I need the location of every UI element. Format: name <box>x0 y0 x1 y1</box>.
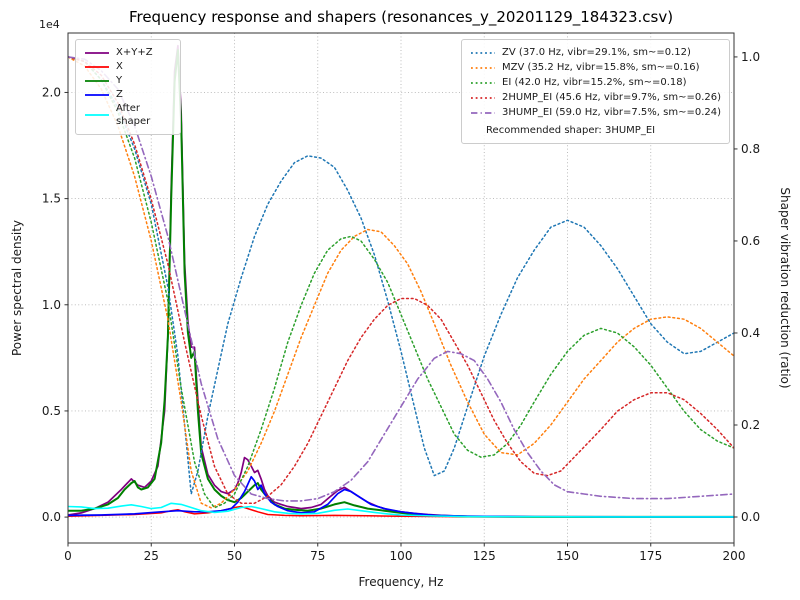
series-ei <box>68 56 734 509</box>
y-left-tick-label: 0.5 <box>42 404 61 418</box>
y-right-tick-label: 0.6 <box>741 234 760 248</box>
y-right-tick-label: 0.2 <box>741 418 760 432</box>
x-tick-label: 150 <box>556 549 579 563</box>
chart-title: Frequency response and shapers (resonanc… <box>128 8 674 26</box>
legend-label: Y <box>116 75 123 86</box>
legend-line-swatch <box>85 65 109 68</box>
legend-line-swatch <box>85 93 109 96</box>
x-tick-label: 0 <box>64 549 72 563</box>
legend-line-swatch <box>85 114 109 116</box>
legend-label: X+Y+Z <box>116 47 153 58</box>
y-left-tick-label: 0.0 <box>42 510 61 524</box>
y-left-tick-label: 1.0 <box>42 298 61 312</box>
legend-label: 3HUMP_EI (59.0 Hz, vibr=7.5%, sm~=0.24) <box>502 107 721 118</box>
legend-label: MZV (35.2 Hz, vibr=15.8%, sm~=0.16) <box>502 62 700 73</box>
legend-item-zv-37-0-hz-vibr-29-1-sm-0-12: ZV (37.0 Hz, vibr=29.1%, sm~=0.12) <box>470 46 721 60</box>
x-axis-label: Frequency, Hz <box>358 575 444 589</box>
x-tick-label: 25 <box>144 549 159 563</box>
legend-line-swatch <box>471 52 496 54</box>
x-tick-label: 50 <box>227 549 242 563</box>
y-left-tick-label: 2.0 <box>42 85 61 99</box>
legend-line-swatch <box>471 82 496 84</box>
legend-item-x-y-z: X+Y+Z <box>84 46 172 59</box>
series-3hump-ei <box>68 56 734 502</box>
legend-line-swatch <box>85 51 109 54</box>
y-right-tick-label: 1.0 <box>741 50 760 64</box>
legend-item-3hump-ei-59-0-hz-vibr-7-5-sm-0-24: 3HUMP_EI (59.0 Hz, vibr=7.5%, sm~=0.24) <box>470 106 721 120</box>
series-after-shaper <box>68 502 734 518</box>
series-z <box>68 475 734 518</box>
y-axis-label-left: Power spectral density <box>10 219 24 357</box>
x-tick-label: 200 <box>723 549 746 563</box>
legend-psd: X+Y+Z X Y Z After shaper <box>75 39 181 135</box>
y-axis-label-right: Shaper vibration reduction (ratio) <box>778 187 792 389</box>
legend-shapers: ZV (37.0 Hz, vibr=29.1%, sm~=0.12) MZV (3… <box>461 39 730 144</box>
legend-item-y: Y <box>84 74 172 87</box>
legend-line-swatch <box>85 79 109 82</box>
legend-line-swatch <box>471 112 496 114</box>
legend-label: Z <box>116 89 123 100</box>
legend-label: 2HUMP_EI (45.6 Hz, vibr=9.7%, sm~=0.26) <box>502 92 721 103</box>
series-y <box>68 49 734 518</box>
series-mzv <box>68 56 734 509</box>
legend-label: X <box>116 61 123 72</box>
legend-item-z: Z <box>84 88 172 101</box>
x-tick-label: 175 <box>639 549 662 563</box>
legend-item-mzv-35-2-hz-vibr-15-8-sm-0-16: MZV (35.2 Hz, vibr=15.8%, sm~=0.16) <box>470 61 721 75</box>
legend-item-2hump-ei-45-6-hz-vibr-9-7-sm-0-26: 2HUMP_EI (45.6 Hz, vibr=9.7%, sm~=0.26) <box>470 91 721 105</box>
y-axis-scale-offset-label: 1e4 <box>39 18 60 31</box>
y-right-tick-label: 0.0 <box>741 510 760 524</box>
x-tick-label: 100 <box>390 549 413 563</box>
x-tick-label: 75 <box>310 549 325 563</box>
legend-item-ei-42-0-hz-vibr-15-2-sm-0-18: EI (42.0 Hz, vibr=15.2%, sm~=0.18) <box>470 76 721 90</box>
legend-label: After shaper <box>116 103 151 127</box>
series-2hump-ei <box>68 56 734 504</box>
x-tick-label: 125 <box>473 549 496 563</box>
legend-item-after-shaper: After shaper <box>84 102 172 128</box>
legend-label: EI (42.0 Hz, vibr=15.2%, sm~=0.18) <box>502 77 687 88</box>
legend-label: ZV (37.0 Hz, vibr=29.1%, sm~=0.12) <box>502 47 691 58</box>
legend-line-swatch <box>471 67 496 69</box>
y-right-tick-label: 0.8 <box>741 142 760 156</box>
legend-shapers-entries: ZV (37.0 Hz, vibr=29.1%, sm~=0.12) MZV (3… <box>470 46 721 120</box>
y-right-tick-label: 0.4 <box>741 326 760 340</box>
legend-item-x: X <box>84 60 172 73</box>
legend-line-swatch <box>471 97 496 99</box>
recommended-shaper-note: Recommended shaper: 3HUMP_EI <box>486 125 656 136</box>
y-left-tick-label: 1.5 <box>42 192 61 206</box>
